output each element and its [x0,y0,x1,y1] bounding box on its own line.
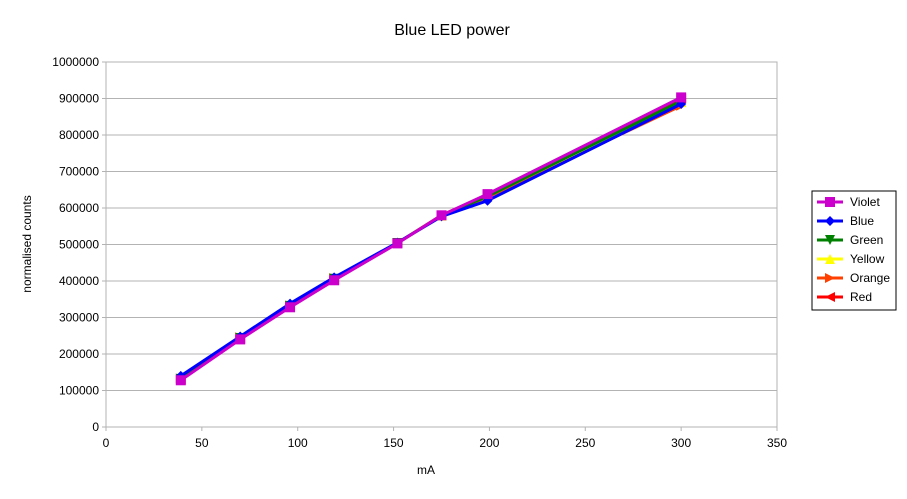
legend-item-orange: Orange [817,271,890,285]
data-point-violet [436,210,447,221]
y-tick-label: 0 [92,420,99,434]
x-tick-label: 200 [479,436,499,450]
data-point-violet [392,238,403,249]
y-tick-label: 400000 [59,274,99,288]
legend-item-green: Green [817,233,883,247]
y-tick-label: 300000 [59,311,99,325]
legend-box [811,190,897,311]
legend-item-violet: Violet [817,195,880,209]
legend-label-red: Red [850,290,872,304]
y-tick-label: 700000 [59,165,99,179]
legend-marker-green [825,235,835,245]
chart-title: Blue LED power [394,22,510,39]
y-tick-label: 800000 [59,128,99,142]
legend: Violet Blue Green Yellow Orange Red [811,190,897,311]
series-blue [175,98,687,381]
legend-marker-yellow [825,254,835,264]
x-tick-label: 0 [103,436,110,450]
legend-label-green: Green [850,233,883,247]
legend-item-blue: Blue [817,214,874,228]
legend-label-blue: Blue [850,214,874,228]
series-line-orange [179,104,682,380]
legend-label-violet: Violet [850,195,880,209]
series-layer [175,92,687,386]
series-orange [175,100,687,384]
y-tick-label: 1000000 [52,55,99,69]
legend-marker-red [825,292,835,302]
legend-marker-orange [825,273,835,283]
x-axis-title: mA [417,463,435,477]
y-axis: 0 100000 200000 300000 400000 500000 600000 700… [52,55,106,434]
data-point-violet [482,189,493,200]
series-line-blue [179,102,682,378]
legend-item-red: Red [817,290,872,304]
x-tick-label: 350 [767,436,787,450]
series-line-violet [179,96,682,382]
x-tick-label: 300 [671,436,691,450]
series-line-yellow [179,100,682,381]
series-violet [175,92,687,386]
y-tick-label: 600000 [59,201,99,215]
x-tick-label: 50 [195,436,209,450]
y-tick-label: 900000 [59,92,99,106]
x-axis: 0 50 100 150 200 250 300 350 [103,427,787,450]
legend-marker-violet [825,197,835,207]
data-point-violet [235,334,246,345]
legend-label-orange: Orange [850,271,890,285]
y-tick-label: 100000 [59,384,99,398]
x-tick-label: 100 [288,436,308,450]
data-point-violet [285,302,296,313]
legend-label-yellow: Yellow [850,252,885,266]
data-point-violet [676,92,687,103]
legend-item-yellow: Yellow [817,252,885,266]
y-tick-label: 200000 [59,347,99,361]
x-tick-label: 250 [575,436,595,450]
legend-marker-blue [825,216,835,226]
y-axis-title: normalised counts [20,195,34,292]
gridlines [106,98,777,391]
data-point-violet [329,275,340,286]
y-tick-label: 500000 [59,238,99,252]
x-tick-label: 150 [384,436,404,450]
data-point-violet [175,375,186,386]
